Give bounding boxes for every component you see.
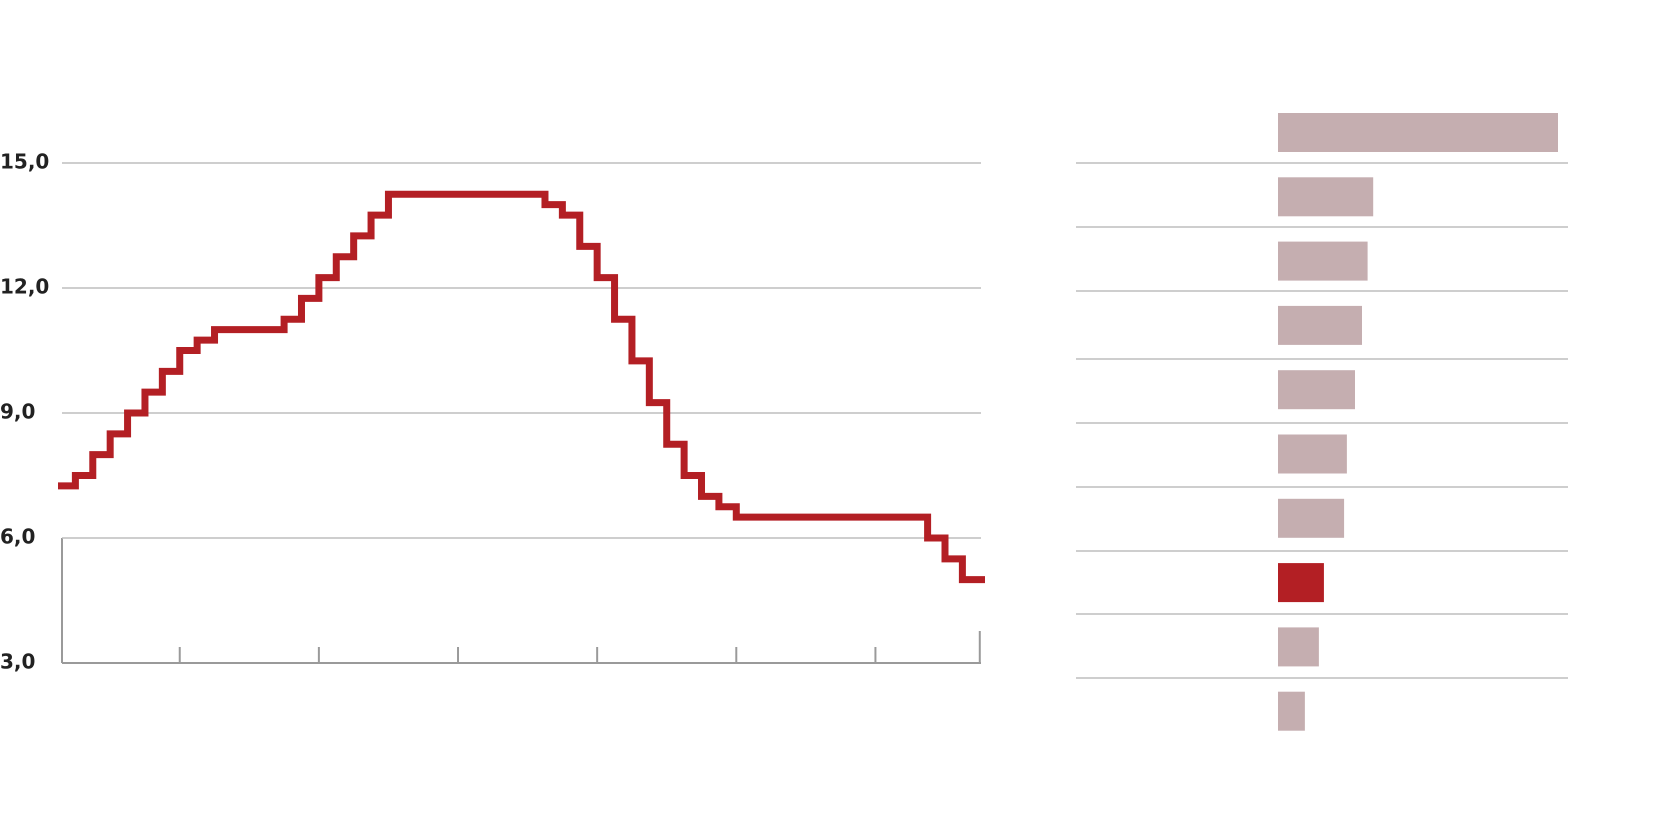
y-tick-label: 9,0 [0,400,35,424]
bar [1278,241,1368,281]
bar [1278,370,1355,410]
step-line [58,190,985,584]
bar [1278,177,1374,217]
bar [1278,627,1319,667]
bar [1278,305,1362,345]
bar [1278,691,1305,731]
bar [1278,563,1324,603]
bar [1278,498,1345,538]
bar [1278,113,1558,152]
y-tick-label: 6,0 [0,525,35,549]
y-tick-label: 3,0 [0,650,35,674]
y-tick-label: 15,0 [0,150,49,174]
bar [1278,434,1347,474]
y-tick-label: 12,0 [0,275,49,299]
